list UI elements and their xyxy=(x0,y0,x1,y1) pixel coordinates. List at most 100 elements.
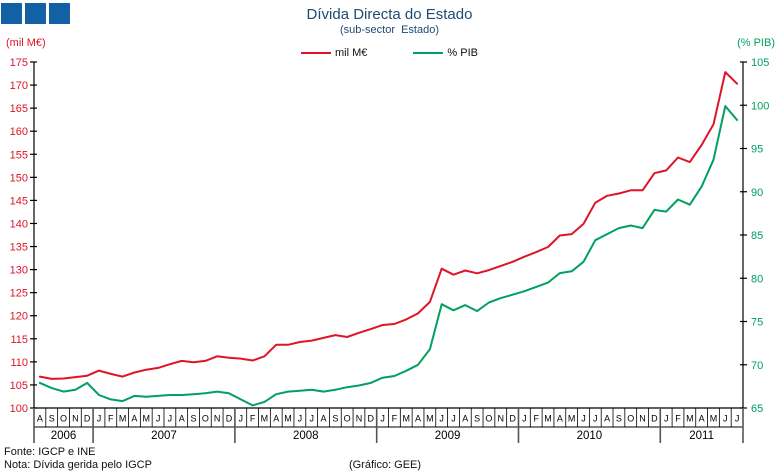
logo-square xyxy=(49,3,70,24)
logo-square xyxy=(1,3,22,24)
month-label: M xyxy=(261,414,269,424)
left-axis-title: (mil M€) xyxy=(6,37,46,49)
right-axis-title: (% PIB) xyxy=(737,37,775,49)
month-label: S xyxy=(191,414,197,424)
month-label: D xyxy=(226,414,233,424)
month-label: J xyxy=(723,414,728,424)
month-label: A xyxy=(415,414,421,424)
month-label: N xyxy=(639,414,646,424)
month-label: M xyxy=(710,414,718,424)
month-label: S xyxy=(49,414,55,424)
month-label: A xyxy=(462,414,468,424)
left-tick-label: 125 xyxy=(10,288,28,300)
left-tick-label: 105 xyxy=(10,380,28,392)
month-label: M xyxy=(119,414,127,424)
month-label: D xyxy=(651,414,658,424)
left-tick-label: 175 xyxy=(10,57,28,69)
month-label: O xyxy=(344,414,351,424)
red-series-line xyxy=(38,71,739,380)
green-series-line xyxy=(38,105,739,407)
left-axis-ticks: 100 105 110 115 120 125 130 135 140 145 150 155 160 1… xyxy=(10,57,37,415)
year-axis: 2006 2007 2008 2009 2010 2011 xyxy=(33,408,744,443)
month-label: A xyxy=(273,414,279,424)
month-label: M xyxy=(568,414,576,424)
legend-label: mil M€ xyxy=(335,47,368,59)
year-label: 2008 xyxy=(293,430,319,442)
year-label: 2007 xyxy=(151,430,177,442)
right-axis-ticks: 65 70 75 80 85 90 95 100 105 xyxy=(740,57,769,415)
legend-green-line-swatch xyxy=(413,52,444,54)
month-label: O xyxy=(60,414,67,424)
right-tick-label: 65 xyxy=(751,403,763,415)
month-label: A xyxy=(699,414,705,424)
month-label: O xyxy=(202,414,209,424)
month-label: J xyxy=(522,414,527,424)
month-label: J xyxy=(309,414,314,424)
month-label: F xyxy=(392,414,398,424)
month-label: F xyxy=(675,414,681,424)
right-tick-label: 75 xyxy=(751,317,763,329)
right-tick-label: 90 xyxy=(751,187,763,199)
month-label: J xyxy=(156,414,161,424)
month-label: A xyxy=(557,414,563,424)
month-label: A xyxy=(131,414,137,424)
month-label: A xyxy=(604,414,610,424)
left-tick-label: 150 xyxy=(10,172,28,184)
footer-credit: (Gráfico: GEE) xyxy=(348,459,422,471)
month-label: N xyxy=(72,414,79,424)
left-tick-label: 100 xyxy=(10,403,28,415)
month-label: J xyxy=(581,414,586,424)
month-label: M xyxy=(544,414,552,424)
month-label: J xyxy=(97,414,102,424)
left-tick-label: 145 xyxy=(10,195,28,207)
legend-item-pib: % PIB xyxy=(413,47,478,59)
right-tick-label: 70 xyxy=(751,360,763,372)
month-label: J xyxy=(439,414,444,424)
month-label: M xyxy=(284,414,292,424)
month-label: S xyxy=(616,414,622,424)
month-label: M xyxy=(402,414,410,424)
month-label: J xyxy=(451,414,456,424)
month-label: D xyxy=(368,414,375,424)
chart-title: Dívida Directa do Estado xyxy=(306,6,473,23)
left-tick-label: 155 xyxy=(10,149,28,161)
month-label: D xyxy=(84,414,91,424)
year-label: 2009 xyxy=(435,430,461,442)
month-label: A xyxy=(321,414,327,424)
month-label: N xyxy=(498,414,505,424)
month-label: S xyxy=(332,414,338,424)
legend-red-line-swatch xyxy=(301,52,332,54)
logo xyxy=(1,3,70,24)
month-label: N xyxy=(214,414,221,424)
legend-item-mil-me: mil M€ xyxy=(301,47,367,59)
right-tick-label: 85 xyxy=(751,230,763,242)
right-tick-label: 80 xyxy=(751,273,763,285)
month-label: M xyxy=(426,414,434,424)
month-label: A xyxy=(37,414,43,424)
month-label: F xyxy=(108,414,114,424)
left-tick-label: 170 xyxy=(10,80,28,92)
left-tick-label: 140 xyxy=(10,218,28,230)
left-tick-label: 120 xyxy=(10,311,28,323)
right-tick-label: 100 xyxy=(751,100,769,112)
month-label: F xyxy=(533,414,539,424)
month-label: O xyxy=(627,414,634,424)
left-tick-label: 160 xyxy=(10,126,28,138)
left-tick-label: 115 xyxy=(10,334,28,346)
left-tick-label: 165 xyxy=(10,103,28,115)
left-tick-label: 130 xyxy=(10,265,28,277)
month-label: S xyxy=(474,414,480,424)
month-label: D xyxy=(509,414,516,424)
month-label: O xyxy=(485,414,492,424)
legend: mil M€ % PIB xyxy=(0,47,779,59)
footer-note: Nota: Dívida gerida pelo IGCP xyxy=(4,459,152,471)
legend-label: % PIB xyxy=(447,47,478,59)
month-label: J xyxy=(380,414,385,424)
month-label: N xyxy=(356,414,363,424)
year-label: 2011 xyxy=(689,430,714,442)
month-label: A xyxy=(179,414,185,424)
month-label: J xyxy=(593,414,598,424)
month-label: J xyxy=(664,414,669,424)
